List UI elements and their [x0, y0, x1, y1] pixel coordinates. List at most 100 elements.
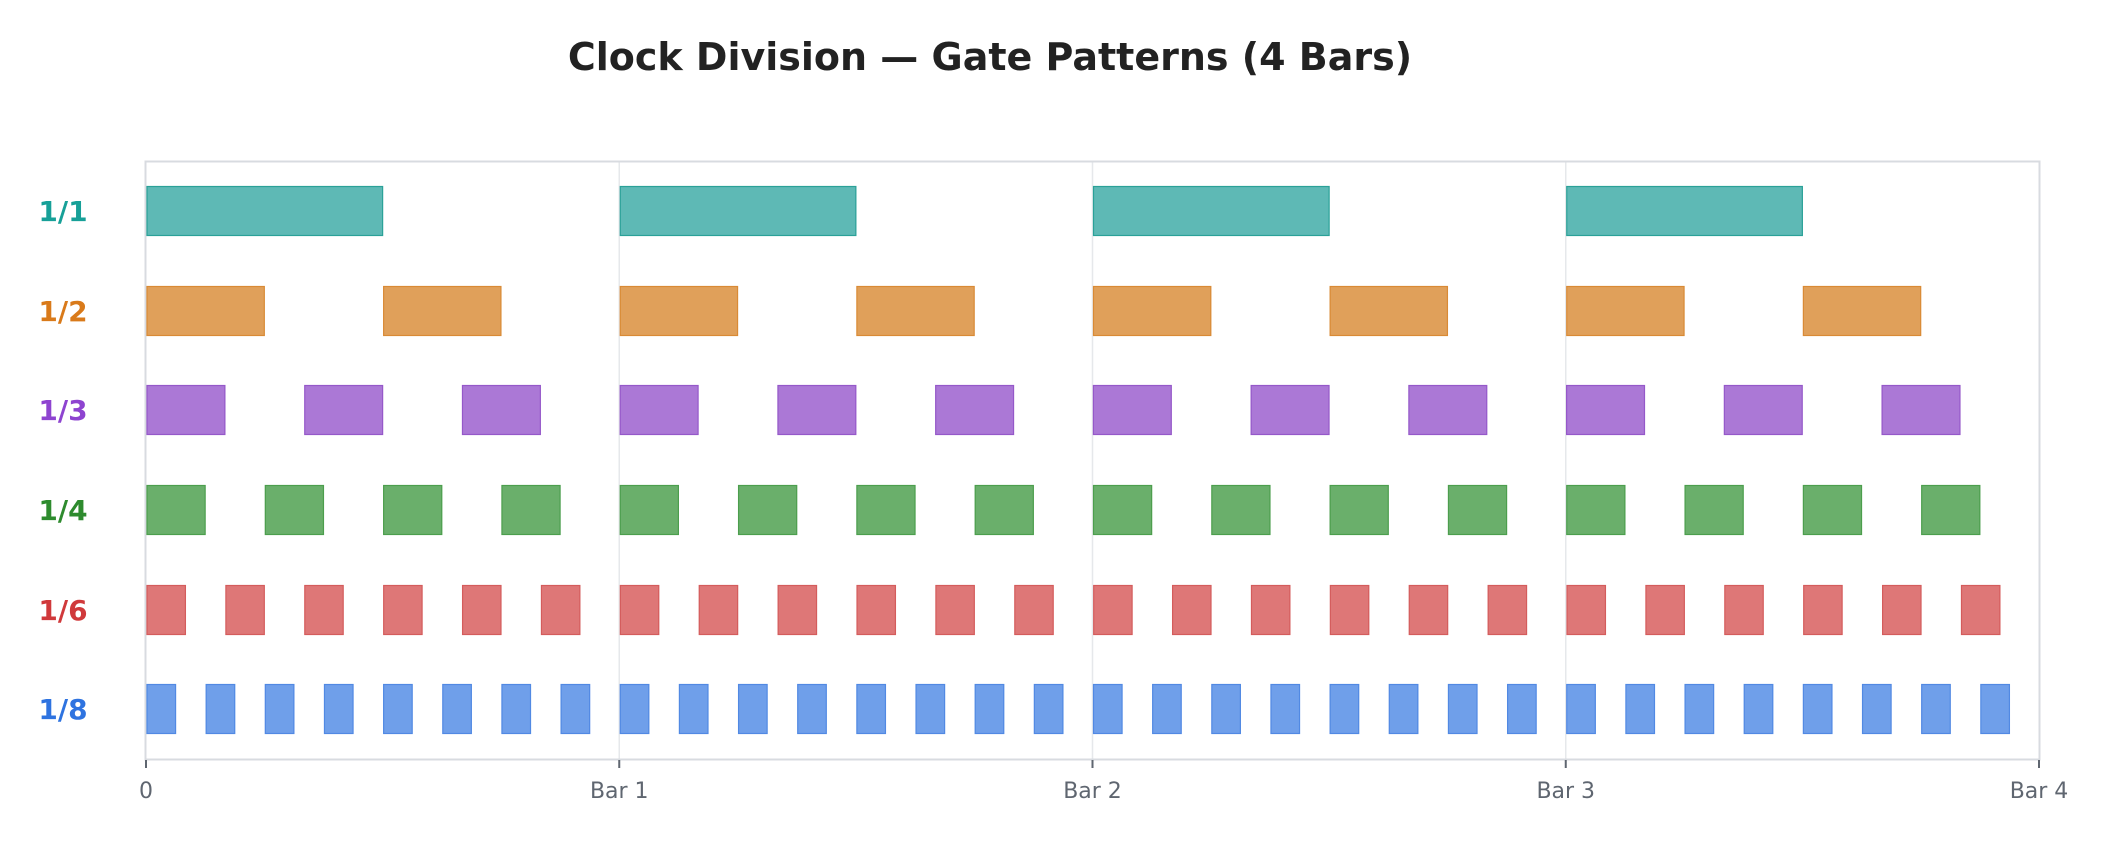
- x-tick-label: Bar 2: [1063, 779, 1122, 804]
- gate-block: [383, 683, 413, 735]
- gate-block: [1684, 683, 1715, 735]
- gate-block: [737, 683, 768, 735]
- gate-block: [797, 683, 827, 735]
- gate-block: [146, 683, 177, 735]
- gate-block: [1092, 484, 1153, 536]
- gate-block: [856, 285, 975, 337]
- gate-block: [935, 384, 1015, 436]
- x-tick-label: Bar 1: [590, 779, 649, 804]
- gate-block: [1092, 384, 1172, 436]
- gate-block: [1211, 484, 1271, 536]
- gate-block: [856, 584, 897, 636]
- gate-block: [1408, 584, 1449, 636]
- x-tick-label: Bar 4: [2010, 779, 2069, 804]
- grid-lines: [618, 162, 1567, 760]
- gate-block: [698, 584, 739, 636]
- gate-block: [1447, 484, 1508, 536]
- gate-block: [1506, 683, 1537, 735]
- gate-block: [619, 584, 660, 636]
- gate-block: [1684, 484, 1744, 536]
- gate-block: [1329, 584, 1370, 636]
- gate-block: [1566, 584, 1607, 636]
- gate-block: [1802, 484, 1863, 536]
- gate-block: [974, 484, 1034, 536]
- gate-block: [1881, 584, 1922, 636]
- gate-block: [1329, 484, 1389, 536]
- gate-block: [304, 584, 344, 636]
- gate-block: [1625, 683, 1656, 735]
- gate-block: [1171, 584, 1212, 636]
- gate-block: [856, 484, 916, 536]
- gate-block: [1960, 584, 2001, 636]
- gate-block: [1566, 185, 1803, 237]
- gate-block: [1092, 285, 1212, 337]
- chart-title: Clock Division — Gate Patterns (4 Bars): [568, 35, 1412, 79]
- gate-block: [225, 584, 265, 636]
- gate-block: [540, 584, 581, 636]
- gate-block: [383, 484, 443, 536]
- gate-block: [1802, 683, 1833, 735]
- gate-block: [264, 683, 295, 735]
- row-label: 1/3: [38, 394, 87, 427]
- gate-block: [383, 584, 423, 636]
- row-label: 1/6: [38, 594, 87, 627]
- gate-block: [1014, 584, 1054, 636]
- gate-block: [1861, 683, 1892, 735]
- gate-block: [1388, 683, 1419, 735]
- gate-block: [1250, 384, 1330, 436]
- x-axis: 0 Bar 1 Bar 2 Bar 3 Bar 4: [139, 760, 2068, 804]
- row-labels: 1/1 1/2 1/3 1/4 1/6 1/8: [38, 195, 87, 726]
- gate-block: [1329, 683, 1360, 735]
- x-tick-label: Bar 3: [1536, 779, 1595, 804]
- gate-block: [1921, 683, 1951, 735]
- gate-block: [205, 683, 236, 735]
- gate-block: [1566, 683, 1596, 735]
- gate-block: [264, 484, 325, 536]
- gate-block: [1566, 484, 1626, 536]
- gate-block: [619, 285, 739, 337]
- gate-block: [501, 484, 561, 536]
- gate-block: [619, 484, 680, 536]
- row-label: 1/1: [38, 195, 87, 228]
- gate-block: [304, 384, 384, 436]
- gate-block: [619, 683, 650, 735]
- gate-block: [501, 683, 532, 735]
- gate-block: [461, 384, 541, 436]
- gate-block: [1152, 683, 1182, 735]
- gate-block: [1092, 683, 1123, 735]
- gate-block: [442, 683, 472, 735]
- gate-block: [1329, 285, 1449, 337]
- row-label: 1/2: [38, 295, 87, 328]
- gate-block: [1250, 584, 1291, 636]
- gate-blocks: [146, 185, 2011, 735]
- gate-block: [383, 285, 502, 337]
- gate-block: [856, 683, 887, 735]
- gate-block: [1408, 384, 1488, 436]
- gate-block: [146, 185, 384, 237]
- gate-block: [1566, 384, 1646, 436]
- gate-block: [1881, 384, 1961, 436]
- gate-block: [323, 683, 354, 735]
- gate-block: [1723, 384, 1803, 436]
- gate-block: [146, 384, 226, 436]
- row-label: 1/8: [38, 693, 87, 726]
- gate-block: [1645, 584, 1685, 636]
- gate-block: [935, 584, 975, 636]
- gate-block: [1211, 683, 1241, 735]
- gate-block: [146, 484, 206, 536]
- gate-block: [1724, 584, 1764, 636]
- gate-block: [1093, 584, 1133, 636]
- plot-frame: [144, 160, 2041, 761]
- gate-block: [1802, 285, 1922, 337]
- gate-block: [1092, 185, 1330, 237]
- gate-block: [915, 683, 946, 735]
- gate-block: [1270, 683, 1301, 735]
- gate-block: [777, 584, 818, 636]
- gate-block: [1803, 584, 1843, 636]
- gate-block: [1487, 584, 1528, 636]
- gate-block: [1743, 683, 1774, 735]
- gate-block: [1566, 285, 1685, 337]
- gate-block: [974, 683, 1005, 735]
- gate-block: [1447, 683, 1478, 735]
